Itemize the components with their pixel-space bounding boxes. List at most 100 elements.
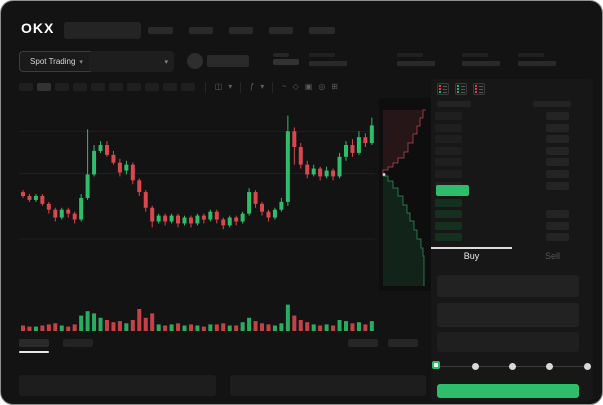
amount-input[interactable]	[437, 303, 579, 327]
timeframe-button[interactable]	[73, 83, 87, 91]
camera-icon[interactable]: ▣	[304, 82, 313, 91]
bid-price-placeholder[interactable]	[435, 233, 462, 242]
chart-type-icon[interactable]: ◫	[214, 82, 223, 91]
ask-price-placeholder[interactable]	[435, 135, 462, 144]
stat-value-placeholder	[397, 61, 435, 66]
okx-logo: OKX	[21, 20, 55, 36]
orderbook-mode-switch	[437, 83, 485, 95]
search-input[interactable]	[64, 22, 141, 39]
stat-label-placeholder	[462, 53, 488, 57]
bid-amount-placeholder[interactable]	[546, 210, 569, 219]
ask-amount-placeholder[interactable]	[546, 123, 569, 132]
ask-amount-placeholder[interactable]	[546, 135, 569, 144]
buy-button[interactable]	[437, 384, 579, 398]
tab-buy[interactable]: Buy	[463, 251, 480, 261]
bid-price-placeholder[interactable]	[435, 221, 462, 230]
chevron-down-icon: ▾	[164, 58, 168, 66]
total-field	[437, 332, 579, 352]
coin-avatar	[187, 53, 203, 69]
bottom-panel	[230, 375, 426, 396]
ask-price-placeholder[interactable]	[435, 123, 462, 132]
ask-amount-placeholder[interactable]	[546, 112, 569, 120]
separator: │	[270, 82, 276, 92]
settings-icon[interactable]: ◎	[318, 82, 326, 91]
slider-stop-dot[interactable]	[471, 363, 479, 370]
last-price-pill[interactable]	[436, 185, 469, 196]
nav-item-placeholder[interactable]	[189, 27, 213, 34]
bid-price-placeholder[interactable]	[435, 199, 462, 207]
nav-item-placeholder[interactable]	[148, 27, 173, 34]
bottom-tab-active-indicator	[19, 351, 49, 353]
timeframe-button[interactable]	[55, 83, 69, 91]
chart-tools: │ ◫ ▾ │ ƒ ▾ │ ~ ◇ ▣ ◎ ⊞	[203, 80, 338, 94]
bottom-panel	[19, 375, 216, 396]
stat-label-placeholder	[309, 53, 335, 57]
slider-stop-dot[interactable]	[546, 363, 554, 370]
nav-item-placeholder[interactable]	[309, 27, 335, 34]
timeframe-button[interactable]	[109, 83, 123, 91]
timeframe-button[interactable]	[163, 83, 177, 91]
ask-price-placeholder[interactable]	[435, 112, 462, 120]
bottom-tab-active[interactable]	[19, 339, 49, 347]
orderbook-sells-icon[interactable]	[473, 83, 485, 95]
timeframe-button[interactable]	[127, 83, 141, 91]
fullscreen-icon[interactable]: ⊞	[331, 82, 338, 91]
ask-price-placeholder[interactable]	[435, 170, 462, 178]
timeframe-row	[19, 83, 195, 91]
chevron-down-icon[interactable]: ▾	[260, 82, 265, 91]
ask-price-placeholder[interactable]	[435, 146, 462, 155]
tab-buy-indicator	[431, 247, 512, 249]
orderbook-col-price-header	[437, 101, 471, 107]
candlestick-chart[interactable]	[19, 98, 375, 294]
market-type-label: Spot Trading	[30, 57, 76, 66]
depth-chart[interactable]	[379, 98, 431, 291]
bottom-tab[interactable]	[63, 339, 93, 347]
last-price-label-placeholder	[273, 53, 289, 57]
order-panel: Buy Sell	[431, 79, 593, 401]
slider-stop-dot[interactable]	[509, 363, 516, 370]
ask-price-placeholder[interactable]	[435, 158, 462, 167]
orderbook-buys-icon[interactable]	[455, 83, 467, 95]
pair-selector[interactable]: ▾	[89, 51, 174, 72]
slider-handle[interactable]	[432, 361, 440, 369]
separator: │	[238, 82, 244, 92]
ask-amount-placeholder[interactable]	[546, 158, 569, 167]
market-type-selector[interactable]: Spot Trading ▾	[19, 51, 94, 72]
timeframe-button[interactable]	[37, 83, 51, 91]
last-price-value-placeholder	[273, 59, 299, 65]
chevron-down-icon: ▾	[79, 58, 83, 66]
stat-value-placeholder	[518, 61, 556, 66]
stat-label-placeholder	[397, 53, 423, 57]
stat-label-placeholder	[518, 53, 544, 57]
orderbook-col-amount-header	[533, 101, 571, 107]
slider-stop-dot[interactable]	[583, 363, 591, 370]
orderbook-all-icon[interactable]	[437, 83, 449, 95]
ask-amount-placeholder[interactable]	[546, 170, 569, 178]
volume-chart	[19, 295, 375, 331]
price-input[interactable]	[437, 275, 579, 297]
ask-amount-placeholder[interactable]	[546, 146, 569, 155]
draw-icon[interactable]: ◇	[292, 82, 299, 91]
bottom-action-button[interactable]	[348, 339, 378, 347]
timeframe-button[interactable]	[145, 83, 159, 91]
tab-sell[interactable]: Sell	[544, 251, 560, 261]
nav-item-placeholder[interactable]	[229, 27, 253, 34]
bottom-action-button[interactable]	[388, 339, 418, 347]
ask-amount-placeholder[interactable]	[546, 181, 569, 190]
timeframe-button[interactable]	[91, 83, 105, 91]
timeframe-button[interactable]	[181, 83, 195, 91]
chevron-down-icon[interactable]: ▾	[228, 82, 233, 91]
bid-amount-placeholder[interactable]	[546, 233, 569, 242]
stat-value-placeholder	[309, 61, 347, 66]
bid-price-placeholder[interactable]	[435, 210, 462, 219]
line-style-icon[interactable]: ~	[281, 82, 287, 91]
nav-item-placeholder[interactable]	[269, 27, 293, 34]
bid-amount-placeholder[interactable]	[546, 221, 569, 230]
stat-value-placeholder	[462, 61, 500, 66]
indicators-icon[interactable]: ƒ	[249, 82, 255, 91]
separator: │	[203, 82, 209, 92]
timeframe-button[interactable]	[19, 83, 33, 91]
pair-name-placeholder	[207, 55, 249, 67]
